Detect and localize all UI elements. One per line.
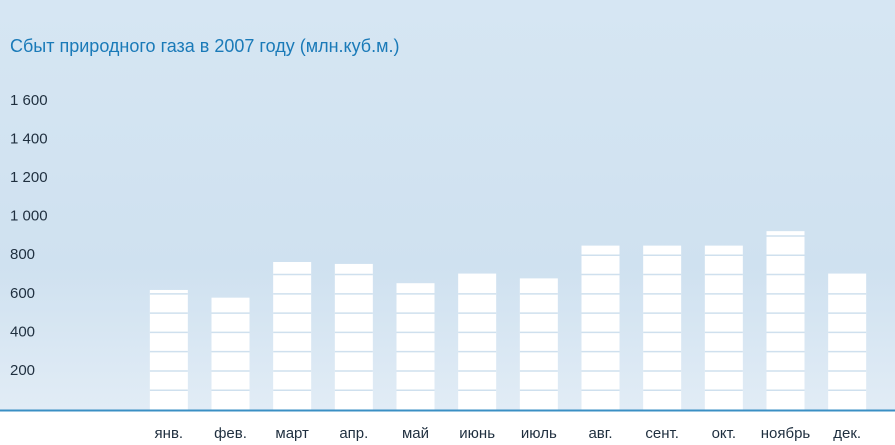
x-tick-label: май: [402, 425, 429, 442]
bar: [582, 246, 620, 410]
x-tick-label: сент.: [645, 425, 679, 442]
x-tick-label: фев.: [214, 425, 247, 442]
bar: [335, 264, 373, 410]
y-tick-label: 1 600: [10, 92, 48, 109]
x-tick-label: ноябрь: [761, 425, 811, 442]
y-tick-label: 800: [10, 246, 35, 263]
y-tick-label: 1 400: [10, 131, 48, 148]
y-tick-label: 400: [10, 323, 35, 340]
x-tick-label: дек.: [833, 425, 861, 442]
y-tick-label: 1 200: [10, 169, 48, 186]
x-tick-label: март: [275, 425, 309, 442]
bar: [767, 231, 805, 409]
y-tick-label: 600: [10, 285, 35, 302]
y-tick-label: 200: [10, 362, 35, 379]
bar: [150, 290, 188, 410]
chart: Сбыт природного газа в 2007 году (млн.ку…: [0, 0, 895, 445]
y-tick-label: 1 000: [10, 208, 48, 225]
bar: [212, 298, 250, 410]
x-tick-label: апр.: [339, 425, 368, 442]
chart-title: Сбыт природного газа в 2007 году (млн.ку…: [10, 36, 399, 56]
bar: [273, 262, 311, 410]
x-tick-label: авг.: [588, 425, 612, 442]
bar: [643, 246, 681, 410]
x-tick-label: янв.: [155, 425, 184, 442]
x-tick-label: июль: [521, 425, 557, 442]
x-tick-label: окт.: [712, 425, 736, 442]
bar: [705, 246, 743, 410]
background: [0, 0, 895, 445]
x-tick-label: июнь: [459, 425, 495, 442]
